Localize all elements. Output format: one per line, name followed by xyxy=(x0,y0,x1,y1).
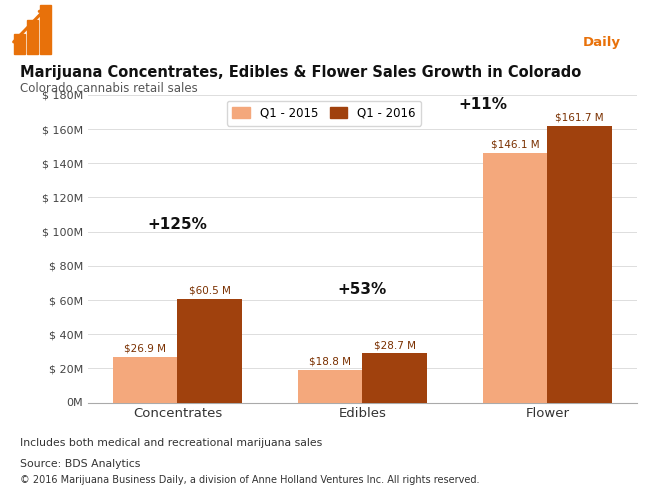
Text: $161.7 M: $161.7 M xyxy=(555,113,604,123)
Bar xyxy=(14,34,25,54)
Text: Includes both medical and recreational marijuana sales: Includes both medical and recreational m… xyxy=(20,438,322,448)
Bar xyxy=(177,299,242,403)
Text: Marijuana Concentrates, Edibles & Flower Sales Growth in Colorado: Marijuana Concentrates, Edibles & Flower… xyxy=(20,65,580,80)
Text: +125%: +125% xyxy=(148,216,207,232)
Bar xyxy=(112,356,177,403)
Text: $28.7 M: $28.7 M xyxy=(374,340,416,350)
Text: $146.1 M: $146.1 M xyxy=(491,140,540,149)
Legend: Q1 - 2015, Q1 - 2016: Q1 - 2015, Q1 - 2016 xyxy=(227,101,421,126)
Bar xyxy=(27,20,38,54)
Text: © 2016 Marijuana Business Daily, a division of Anne Holland Ventures Inc. All ri: © 2016 Marijuana Business Daily, a divis… xyxy=(20,475,479,485)
Text: Chart of the Week: Chart of the Week xyxy=(65,20,292,40)
Text: $26.9 M: $26.9 M xyxy=(124,343,166,353)
Text: +11%: +11% xyxy=(458,97,507,112)
Text: Source: BDS Analytics: Source: BDS Analytics xyxy=(20,459,140,469)
Text: Daily: Daily xyxy=(583,36,621,49)
Text: +53%: +53% xyxy=(338,282,387,296)
Text: Colorado cannabis retail sales: Colorado cannabis retail sales xyxy=(20,82,197,95)
Bar xyxy=(298,370,363,402)
Bar xyxy=(547,126,612,402)
Text: Marijuana: Marijuana xyxy=(530,10,605,24)
Text: Business: Business xyxy=(530,36,601,49)
Text: $18.8 M: $18.8 M xyxy=(309,357,351,367)
Text: $60.5 M: $60.5 M xyxy=(189,286,231,296)
Bar xyxy=(363,354,427,403)
Bar xyxy=(40,5,51,54)
Bar xyxy=(482,153,547,402)
